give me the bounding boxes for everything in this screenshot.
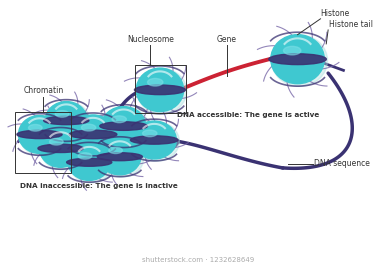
Ellipse shape <box>69 130 117 139</box>
Ellipse shape <box>71 115 115 154</box>
Bar <box>16 112 71 173</box>
Ellipse shape <box>67 158 112 166</box>
Ellipse shape <box>147 78 163 86</box>
Ellipse shape <box>18 115 60 153</box>
Bar <box>135 65 186 113</box>
Ellipse shape <box>78 153 92 159</box>
Ellipse shape <box>69 145 113 183</box>
Ellipse shape <box>38 144 83 153</box>
Ellipse shape <box>72 115 118 156</box>
Ellipse shape <box>284 46 301 55</box>
Text: Chromatin: Chromatin <box>23 87 64 95</box>
Ellipse shape <box>101 107 146 146</box>
Ellipse shape <box>271 35 324 84</box>
Ellipse shape <box>44 116 89 125</box>
Ellipse shape <box>100 122 147 130</box>
Ellipse shape <box>82 124 96 131</box>
Text: DNA sequence: DNA sequence <box>314 159 370 168</box>
Ellipse shape <box>50 138 63 145</box>
Ellipse shape <box>130 136 178 144</box>
Ellipse shape <box>99 139 141 175</box>
Ellipse shape <box>55 111 69 117</box>
Text: DNA inaccessible: The gene is inactive: DNA inaccessible: The gene is inactive <box>20 183 178 189</box>
Text: shutterstock.com · 1232628649: shutterstock.com · 1232628649 <box>142 256 254 263</box>
Ellipse shape <box>102 107 149 148</box>
Ellipse shape <box>271 35 328 86</box>
Ellipse shape <box>97 153 142 161</box>
Ellipse shape <box>109 147 122 153</box>
Ellipse shape <box>99 139 144 177</box>
Ellipse shape <box>132 121 176 159</box>
Ellipse shape <box>136 68 184 112</box>
Ellipse shape <box>45 102 87 139</box>
Ellipse shape <box>28 125 42 131</box>
Text: Histone tail: Histone tail <box>329 20 373 29</box>
Ellipse shape <box>20 116 64 156</box>
Ellipse shape <box>39 129 82 167</box>
Ellipse shape <box>143 130 157 137</box>
Ellipse shape <box>135 85 185 95</box>
Ellipse shape <box>68 144 110 180</box>
Ellipse shape <box>41 130 85 170</box>
Ellipse shape <box>17 130 62 139</box>
Text: Gene: Gene <box>217 35 237 44</box>
Text: Nucleosome: Nucleosome <box>127 35 174 44</box>
Ellipse shape <box>112 116 126 123</box>
Ellipse shape <box>137 68 187 114</box>
Ellipse shape <box>46 102 90 142</box>
Text: Histone: Histone <box>321 9 350 18</box>
Ellipse shape <box>269 54 326 65</box>
Ellipse shape <box>133 122 179 161</box>
Text: DNA accessible: The gene is active: DNA accessible: The gene is active <box>177 112 319 118</box>
